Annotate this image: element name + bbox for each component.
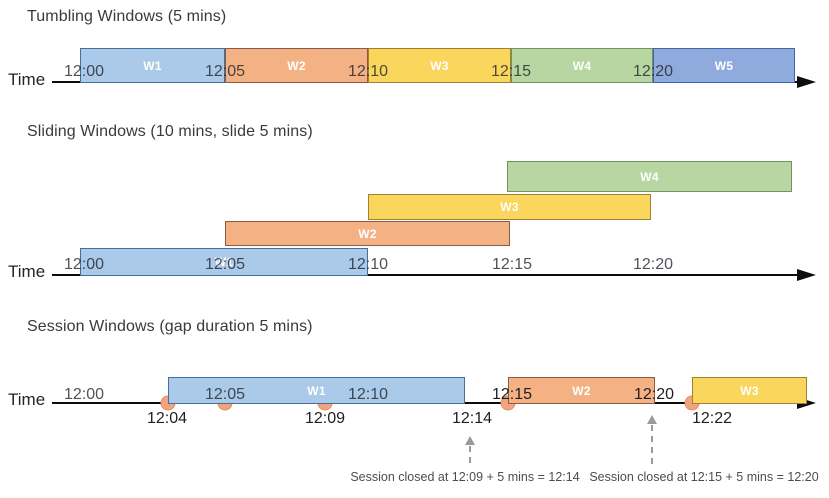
event-time-label-1222: 12:22 [691,410,733,427]
tumbling-window-bar-w4: W4 [511,48,653,83]
tumbling-tick-1200: 12:00 [63,63,105,80]
tumbling-tick-1210: 12:10 [347,63,389,80]
sliding-tick-1205: 12:05 [204,256,246,273]
event-time-label-1214: 12:14 [451,410,493,427]
window-label: W3 [430,58,449,73]
sliding-window-bar-w2: W2 [225,221,510,246]
sliding-tick-1200: 12:00 [63,256,105,273]
event-time-label-1204: 12:04 [146,410,188,427]
sliding-tick-1220: 12:20 [632,256,674,273]
sliding-time-label: Time [8,262,46,281]
tumbling-axis-arrowhead-icon [797,76,816,88]
window-label: W1 [143,58,162,73]
annotation-arrow-line [651,425,653,464]
sliding-tick-1215: 12:15 [491,256,533,273]
sliding-window-bar-w1: W1 [80,248,368,276]
session-tick-1220: 12:20 [633,386,675,403]
tumbling-window-bar-w2: W2 [225,48,368,83]
window-label: W5 [714,58,734,73]
window-label: W3 [740,383,759,398]
annotation-arrow-up-icon [647,415,657,424]
tumbling-time-label: Time [8,70,46,89]
sliding-window-bar-w3: W3 [368,194,651,220]
tumbling-tick-1215: 12:15 [490,63,532,80]
window-label: W4 [572,58,592,73]
window-label: W3 [500,200,519,214]
sliding-window-bar-w4: W4 [507,161,792,192]
window-label: W1 [214,255,234,269]
tumbling-window-bar-w3: W3 [368,48,511,83]
session-window-bar-w1: W1 [168,377,465,404]
window-label: W1 [307,383,326,398]
session-window-bar-w2: W2 [508,377,655,404]
session-time-label: Time [8,390,46,409]
tumbling-window-bar-w1: W1 [80,48,225,83]
tumbling-tick-1205: 12:05 [204,63,246,80]
tumbling-tick-1220: 12:20 [632,63,674,80]
window-label: W4 [640,169,659,184]
session-window-bar-w3: W3 [692,377,807,404]
session-section-title: Session Windows (gap duration 5 mins) [27,318,313,335]
window-label: W2 [287,58,306,73]
tumbling-section-title: Tumbling Windows (5 mins) [27,8,227,25]
sliding-section-title: Sliding Windows (10 mins, slide 5 mins) [27,123,313,140]
sliding-tick-1210: 12:10 [347,256,389,273]
tumbling-window-bar-w5: W5 [653,48,795,83]
window-label: W2 [358,226,377,241]
session-tick-1205: 12:05 [204,386,246,403]
event-time-label-1209: 12:09 [304,410,346,427]
session-closed-note-1: Session closed at 12:09 + 5 mins = 12:14 [350,470,580,484]
window-label: W2 [572,383,591,398]
session-tick-1200: 12:00 [63,386,105,403]
sliding-time-axis [52,274,798,276]
session-closed-note-2: Session closed at 12:15 + 5 mins = 12:20 [589,470,819,484]
session-tick-1210: 12:10 [347,386,389,403]
sliding-axis-arrowhead-icon [797,269,816,281]
annotation-arrow-line [469,446,471,463]
annotation-arrow-up-icon [465,436,475,445]
session-tick-1215: 12:15 [491,386,533,403]
